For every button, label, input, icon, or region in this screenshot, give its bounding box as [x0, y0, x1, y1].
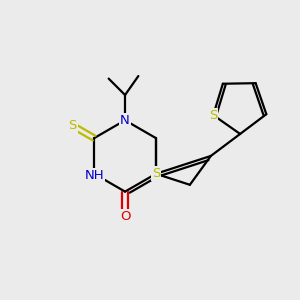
- Text: S: S: [209, 109, 218, 122]
- Text: S: S: [68, 119, 76, 132]
- Text: O: O: [120, 210, 130, 224]
- Text: S: S: [152, 167, 160, 180]
- Text: NH: NH: [84, 169, 104, 182]
- Text: N: N: [120, 114, 130, 127]
